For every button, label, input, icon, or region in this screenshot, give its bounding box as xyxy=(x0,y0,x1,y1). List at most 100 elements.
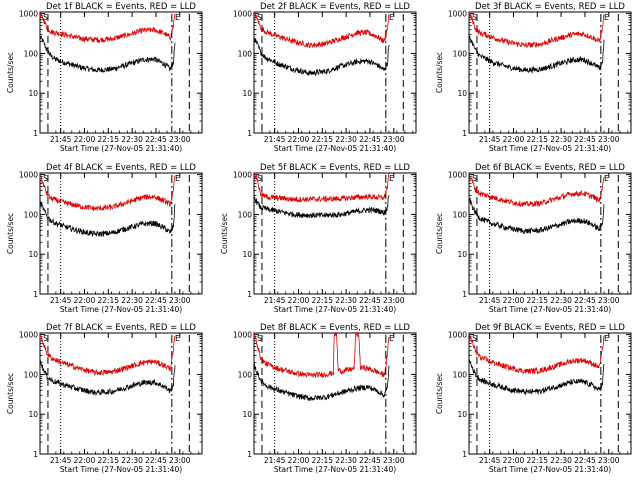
annotation-e: E xyxy=(604,13,609,22)
x-tick-label: 22:15 xyxy=(97,296,119,305)
x-axis-label: Start Time (27-Nov-05 21:31:40) xyxy=(489,144,611,153)
x-tick-label: 22:30 xyxy=(335,135,357,144)
x-tick-label: 23:00 xyxy=(383,135,405,144)
y-axis-label: Counts/sec xyxy=(435,52,444,93)
x-axis-label: Start Time (27-Nov-05 21:31:40) xyxy=(60,305,182,314)
x-tick-label: 22:45 xyxy=(574,135,596,144)
x-tick-label: 22:45 xyxy=(145,456,167,465)
y-tick-label: 10 xyxy=(242,410,252,419)
x-tick-label: 22:15 xyxy=(311,135,333,144)
y-axis-label: Counts/sec xyxy=(220,213,229,254)
y-tick-label: 100 xyxy=(24,49,39,58)
y-tick-label: 1 xyxy=(247,450,252,459)
y-tick-label: 1 xyxy=(33,450,38,459)
y-tick-label: 1 xyxy=(462,450,467,459)
x-tick-label: 22:15 xyxy=(526,296,548,305)
x-tick-label: 22:45 xyxy=(359,135,381,144)
x-tick-label: 22:00 xyxy=(288,135,310,144)
x-axis-label: Start Time (27-Nov-05 21:31:40) xyxy=(274,305,396,314)
y-tick-label: 1 xyxy=(33,129,38,138)
plot-frame xyxy=(468,11,632,134)
y-tick-label: 1000 xyxy=(233,331,252,340)
annotation-s: S xyxy=(43,334,48,343)
y-tick-label: 100 xyxy=(238,210,253,219)
lld-series-line xyxy=(39,12,176,44)
x-tick-label: 22:00 xyxy=(74,135,96,144)
events-series-line xyxy=(39,35,176,73)
y-tick-label: 100 xyxy=(238,370,253,379)
y-tick-label: 10 xyxy=(242,250,252,259)
x-tick-label: 22:15 xyxy=(97,135,119,144)
x-axis-label: Start Time (27-Nov-05 21:31:40) xyxy=(60,144,182,153)
x-tick-label: 22:45 xyxy=(359,296,381,305)
annotation-e: E xyxy=(389,334,394,343)
y-tick-label: 1 xyxy=(33,290,38,299)
chart-title: Det 1f BLACK = Events, RED = LLD xyxy=(46,2,196,12)
x-tick-label: 22:45 xyxy=(359,456,381,465)
annotation-s: S xyxy=(43,174,48,183)
x-tick-label: 22:00 xyxy=(74,456,96,465)
y-tick-label: 1000 xyxy=(448,171,467,180)
y-tick-label: 100 xyxy=(24,370,39,379)
plot-frame xyxy=(39,332,203,455)
x-tick-label: 22:00 xyxy=(288,296,310,305)
subplot-9: Det 9f BLACK = Events, RED = LLD 1 10 100 10… xyxy=(435,323,632,474)
x-tick-label: 22:45 xyxy=(145,135,167,144)
x-tick-label: 21:45 xyxy=(264,456,286,465)
x-tick-label: 23:00 xyxy=(598,135,620,144)
subplot-2: Det 2f BLACK = Events, RED = LLD 1 10 100 10… xyxy=(233,2,417,153)
x-tick-label: 22:30 xyxy=(335,456,357,465)
lld-series-line xyxy=(39,334,176,377)
x-tick-label: 21:45 xyxy=(479,456,501,465)
x-tick-label: 22:30 xyxy=(550,456,572,465)
x-tick-label: 21:45 xyxy=(50,296,72,305)
y-tick-label: 1000 xyxy=(19,331,38,340)
x-tick-label: 22:00 xyxy=(503,296,525,305)
x-tick-label: 23:00 xyxy=(383,456,405,465)
x-tick-label: 22:00 xyxy=(288,456,310,465)
y-tick-label: 1000 xyxy=(233,171,252,180)
y-axis-label: Counts/sec xyxy=(435,213,444,254)
events-series-line xyxy=(468,35,605,74)
y-tick-label: 1000 xyxy=(448,331,467,340)
y-tick-label: 1 xyxy=(462,129,467,138)
y-tick-label: 1000 xyxy=(233,10,252,19)
x-tick-label: 22:15 xyxy=(526,135,548,144)
y-tick-label: 1 xyxy=(462,290,467,299)
x-tick-label: 22:00 xyxy=(503,456,525,465)
subplot-5: Det 5f BLACK = Events, RED = LLD 1 10 100 10… xyxy=(220,163,417,314)
x-tick-label: 21:45 xyxy=(264,296,286,305)
annotation-s: S xyxy=(257,174,262,183)
lld-series-line xyxy=(468,333,605,375)
x-tick-label: 22:30 xyxy=(121,296,143,305)
plot-frame xyxy=(468,332,632,455)
events-series-line xyxy=(253,362,390,401)
y-tick-label: 10 xyxy=(457,89,467,98)
annotation-s: S xyxy=(472,13,477,22)
x-tick-label: 23:00 xyxy=(383,296,405,305)
x-tick-label: 22:15 xyxy=(311,456,333,465)
x-tick-label: 21:45 xyxy=(50,456,72,465)
events-series-line xyxy=(39,360,176,397)
lld-series-line xyxy=(468,12,605,49)
annotation-e: E xyxy=(389,174,394,183)
annotation-s: S xyxy=(257,334,262,343)
chart-title: Det 9f BLACK = Events, RED = LLD xyxy=(475,323,625,333)
annotation-s: S xyxy=(257,13,262,22)
annotation-e: E xyxy=(604,174,609,183)
chart-title: Det 2f BLACK = Events, RED = LLD xyxy=(260,2,410,12)
chart-title: Det 3f BLACK = Events, RED = LLD xyxy=(475,2,625,12)
plot-frame xyxy=(39,11,203,134)
y-tick-label: 1000 xyxy=(448,10,467,19)
x-tick-label: 23:00 xyxy=(598,456,620,465)
y-axis-label: Counts/sec xyxy=(6,52,15,93)
x-tick-label: 22:00 xyxy=(503,135,525,144)
x-axis-label: Start Time (27-Nov-05 21:31:40) xyxy=(489,305,611,314)
x-tick-label: 23:00 xyxy=(169,456,191,465)
lld-series-line xyxy=(253,11,390,49)
events-series-line xyxy=(253,36,390,77)
chart-title: Det 7f BLACK = Events, RED = LLD xyxy=(46,323,196,333)
events-series-line xyxy=(39,200,176,238)
lld-series-line xyxy=(253,331,390,379)
